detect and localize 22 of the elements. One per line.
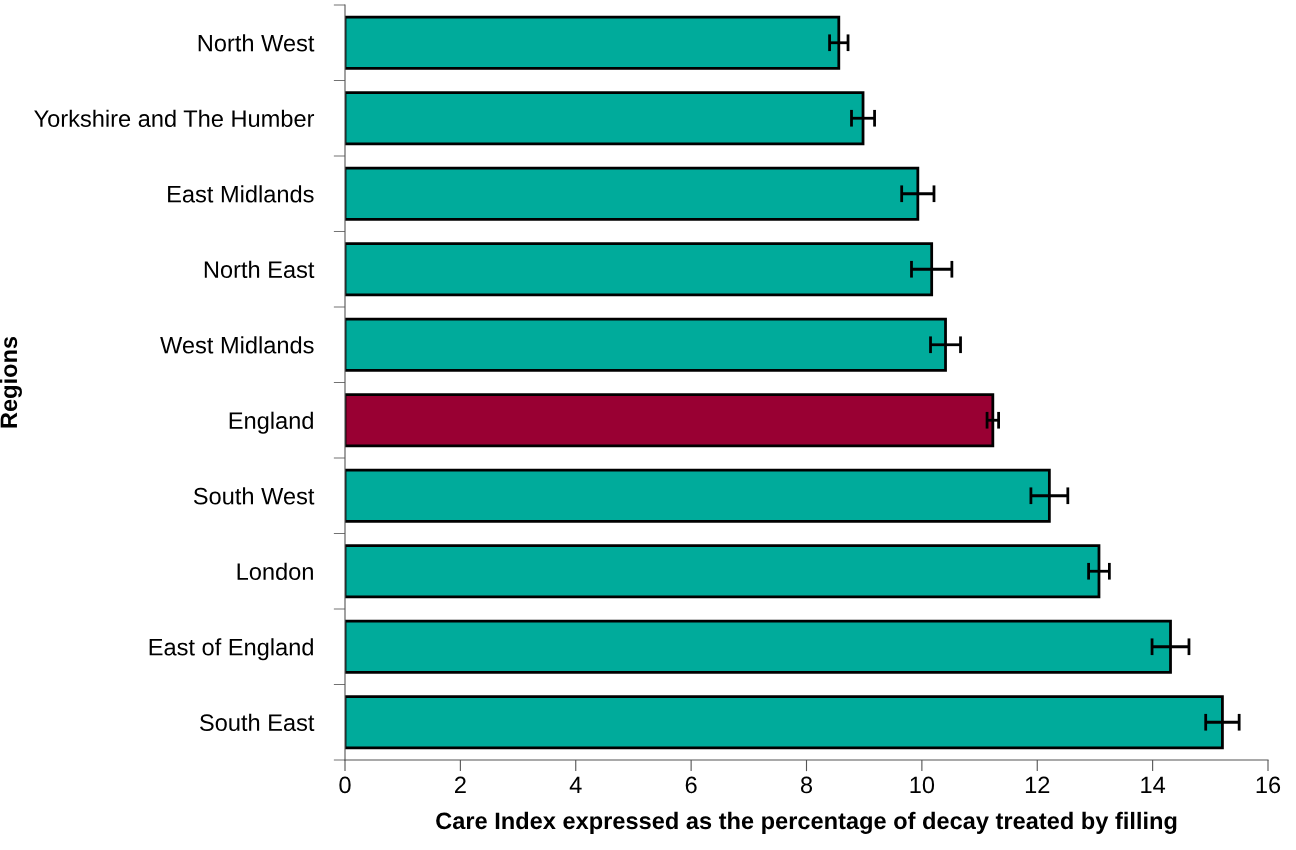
x-tick-label: 12 xyxy=(1025,776,1050,794)
x-tick-label: 10 xyxy=(910,776,935,794)
x-tick-label: 16 xyxy=(1256,776,1281,794)
y-tick-label: East of England xyxy=(149,638,313,661)
y-tick-label: West Midlands xyxy=(160,336,314,354)
x-tick-label: 0 xyxy=(339,776,351,794)
x-tick-label: 2 xyxy=(455,776,466,794)
y-axis-title: Regions xyxy=(0,336,22,428)
y-tick-label: South East xyxy=(200,713,315,732)
y-tick-label: South West xyxy=(193,487,315,505)
y-tick-label: North East xyxy=(204,260,315,279)
x-tick-label: 8 xyxy=(800,776,813,794)
x-axis-title: Care Index expressed as the percentage of decay treated by filling xyxy=(436,811,1177,834)
y-tick-label: London xyxy=(237,562,313,581)
y-tick-label: North West xyxy=(198,34,315,52)
x-tick-label: 4 xyxy=(569,776,582,794)
y-tick-label: England xyxy=(229,411,313,434)
bar xyxy=(345,393,995,448)
x-tick-label: 14 xyxy=(1141,776,1166,794)
x-tick-label: 6 xyxy=(685,776,697,794)
y-tick-label: East Midlands xyxy=(168,185,314,203)
y-tick-label: Yorkshire and The Humber xyxy=(34,109,315,128)
